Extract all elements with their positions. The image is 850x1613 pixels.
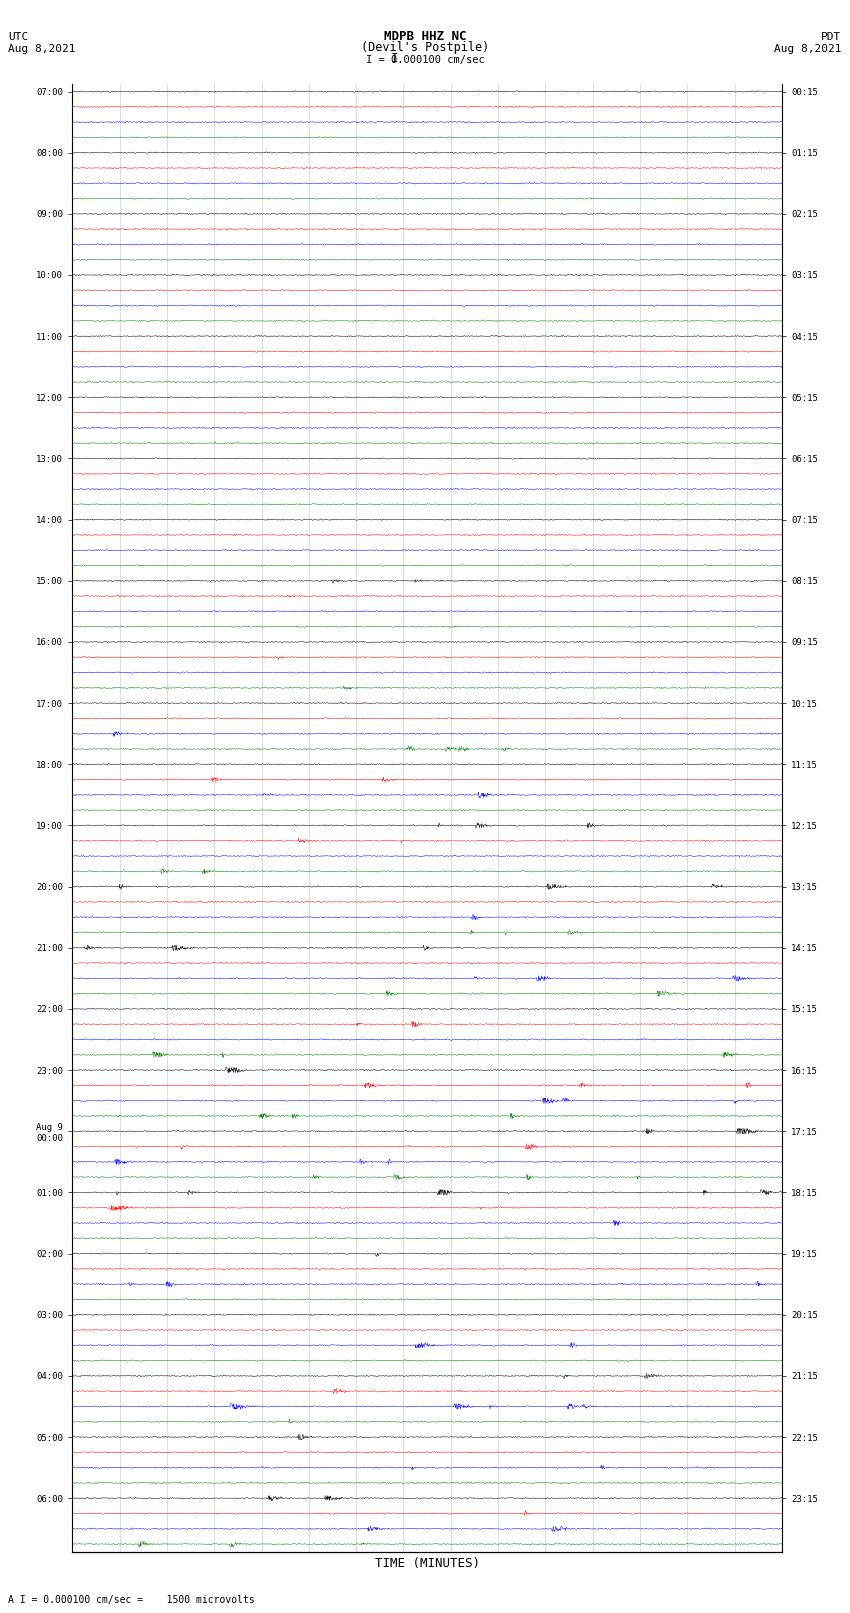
Text: I: I: [391, 52, 398, 65]
X-axis label: TIME (MINUTES): TIME (MINUTES): [375, 1557, 479, 1571]
Text: I = 0.000100 cm/sec: I = 0.000100 cm/sec: [366, 55, 484, 65]
Text: Aug 8,2021: Aug 8,2021: [774, 44, 842, 53]
Text: MDPB HHZ NC: MDPB HHZ NC: [383, 29, 467, 44]
Text: (Devil's Postpile): (Devil's Postpile): [361, 40, 489, 53]
Text: Aug 8,2021: Aug 8,2021: [8, 44, 76, 53]
Text: A I = 0.000100 cm/sec =    1500 microvolts: A I = 0.000100 cm/sec = 1500 microvolts: [8, 1595, 255, 1605]
Text: UTC: UTC: [8, 32, 29, 42]
Text: PDT: PDT: [821, 32, 842, 42]
